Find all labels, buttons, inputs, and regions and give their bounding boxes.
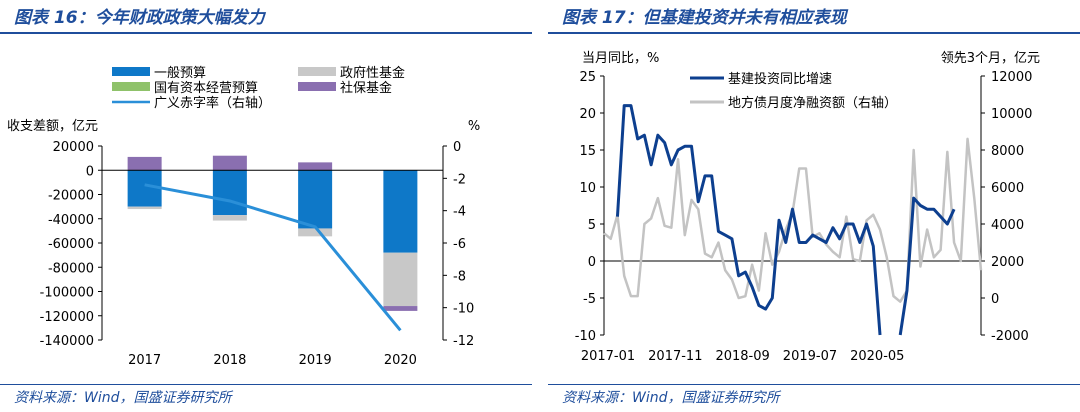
right-y-tick-label: 8000 <box>991 144 1024 159</box>
left-title-rule <box>0 32 532 34</box>
left-chart-title: 图表 16：今年财政政策大幅发力 <box>14 8 265 28</box>
right-chart-title: 图表 17：但基建投资并未有相应表现 <box>562 8 847 28</box>
bar-segment <box>298 162 333 171</box>
right-y-tick-label: 6000 <box>991 181 1024 196</box>
legend-label: 广义赤字率（右轴） <box>154 95 271 111</box>
right-y-tick-label: 0 <box>991 292 999 307</box>
right-y-tick-label: -6 <box>453 237 466 252</box>
bar-segment <box>383 252 418 307</box>
left-y-tick-label: -100000 <box>40 286 94 301</box>
left-y-tick-label: -20000 <box>48 189 94 204</box>
x-tick-label: 2018 <box>213 353 246 368</box>
right-y-tick-label: 2000 <box>991 255 1024 270</box>
bar-segment <box>383 306 418 311</box>
bar-segment <box>298 228 333 237</box>
left-y-tick-label: -120000 <box>40 310 94 325</box>
x-tick-label: 2019-07 <box>783 349 837 364</box>
legend-label: 国有资本经营预算 <box>154 81 258 96</box>
right-y-tick-label: -2 <box>453 172 466 187</box>
legend-label: 政府性基金 <box>340 65 405 81</box>
left-y-tick-label: -60000 <box>48 237 94 252</box>
right-y-tick-label: -4 <box>453 205 466 220</box>
x-tick-label: 2020 <box>384 353 417 368</box>
x-tick-label: 2017 <box>128 353 161 368</box>
left-y-tick-label: 20 <box>579 107 596 122</box>
right-title-rule <box>548 32 1080 34</box>
left-y-tick-label: -5 <box>583 292 596 307</box>
left-y-tick-label: 0 <box>588 255 596 270</box>
right-y-axis-title: 领先3个月，亿元 <box>941 51 1040 66</box>
legend-label: 一般预算 <box>154 65 206 81</box>
left-y-tick-label: -40000 <box>48 213 94 228</box>
legend-label: 社保基金 <box>340 80 392 96</box>
bar-segment <box>212 215 247 221</box>
right-y-tick-label: 0 <box>453 140 461 155</box>
right-y-tick-label: -8 <box>453 269 466 284</box>
right-source-note: 资料来源：Wind，国盛证券研究所 <box>562 390 780 406</box>
bar-segment <box>383 170 418 253</box>
right-y-tick-label: 12000 <box>991 70 1032 85</box>
left-y-tick-label: -80000 <box>48 261 94 276</box>
right-chart-svg: 当月同比，% 领先3个月，亿元 25 20 15 10 5 0 -5 -10 12000 10000 8… <box>575 51 1040 364</box>
left-y-tick-label: 15 <box>579 144 596 159</box>
legend-swatch <box>112 82 150 91</box>
right-y-tick-label: 10000 <box>991 107 1032 122</box>
left-y-tick-label: 25 <box>579 70 596 85</box>
left-y-tick-label: 0 <box>86 164 94 179</box>
left-y-axis-title: 收支差额，亿元 <box>7 119 98 134</box>
left-y-tick-label: 10 <box>579 181 596 196</box>
local-bond-line <box>603 137 983 303</box>
legend-label: 地方债月度净融资额（右轴） <box>728 95 897 111</box>
infra-growth-line <box>615 104 882 336</box>
bar-segment <box>127 206 162 210</box>
right-y-tick-label: -12 <box>453 334 474 349</box>
x-tick-label: 2018-09 <box>715 349 769 364</box>
deficit-line <box>144 183 402 332</box>
left-y-tick-label: 5 <box>588 218 596 233</box>
x-tick-label: 2017-11 <box>648 349 702 364</box>
right-y-tick-label: -2000 <box>991 329 1029 344</box>
left-source-note: 资料来源：Wind，国盛证券研究所 <box>14 390 232 406</box>
right-y-axis-title: % <box>468 119 480 134</box>
left-source-rule <box>0 384 532 385</box>
left-y-tick-label: -140000 <box>40 334 94 349</box>
left-y-tick-label: 20000 <box>53 140 94 155</box>
legend-swatch <box>298 67 336 76</box>
right-chart-panel: 图表 17：但基建投资并未有相应表现 当月同比，% 领先3个月，亿元 25 20 15 1… <box>548 0 1080 412</box>
left-chart-panel: 图表 16：今年财政政策大幅发力 一般预算 政府性基金国有资本经营预算 社保基金广义… <box>0 0 532 412</box>
left-y-tick-label: -10 <box>575 329 596 344</box>
bar-segment <box>212 170 247 216</box>
legend-swatch <box>298 82 336 91</box>
legend-label: 基建投资同比增速 <box>728 71 832 87</box>
left-y-axis-title: 当月同比，% <box>582 51 659 66</box>
bar-segment <box>212 155 247 171</box>
right-source-rule <box>548 384 1080 385</box>
bar-segment <box>127 156 162 171</box>
x-tick-label: 2020-05 <box>850 349 904 364</box>
legend-swatch <box>112 67 150 76</box>
bar-segment <box>298 170 333 229</box>
right-y-tick-label: 4000 <box>991 218 1024 233</box>
x-tick-label: 2019 <box>299 353 332 368</box>
right-y-tick-label: -10 <box>453 302 474 317</box>
infra-growth-line <box>898 196 956 336</box>
x-tick-label: 2017-01 <box>581 349 635 364</box>
